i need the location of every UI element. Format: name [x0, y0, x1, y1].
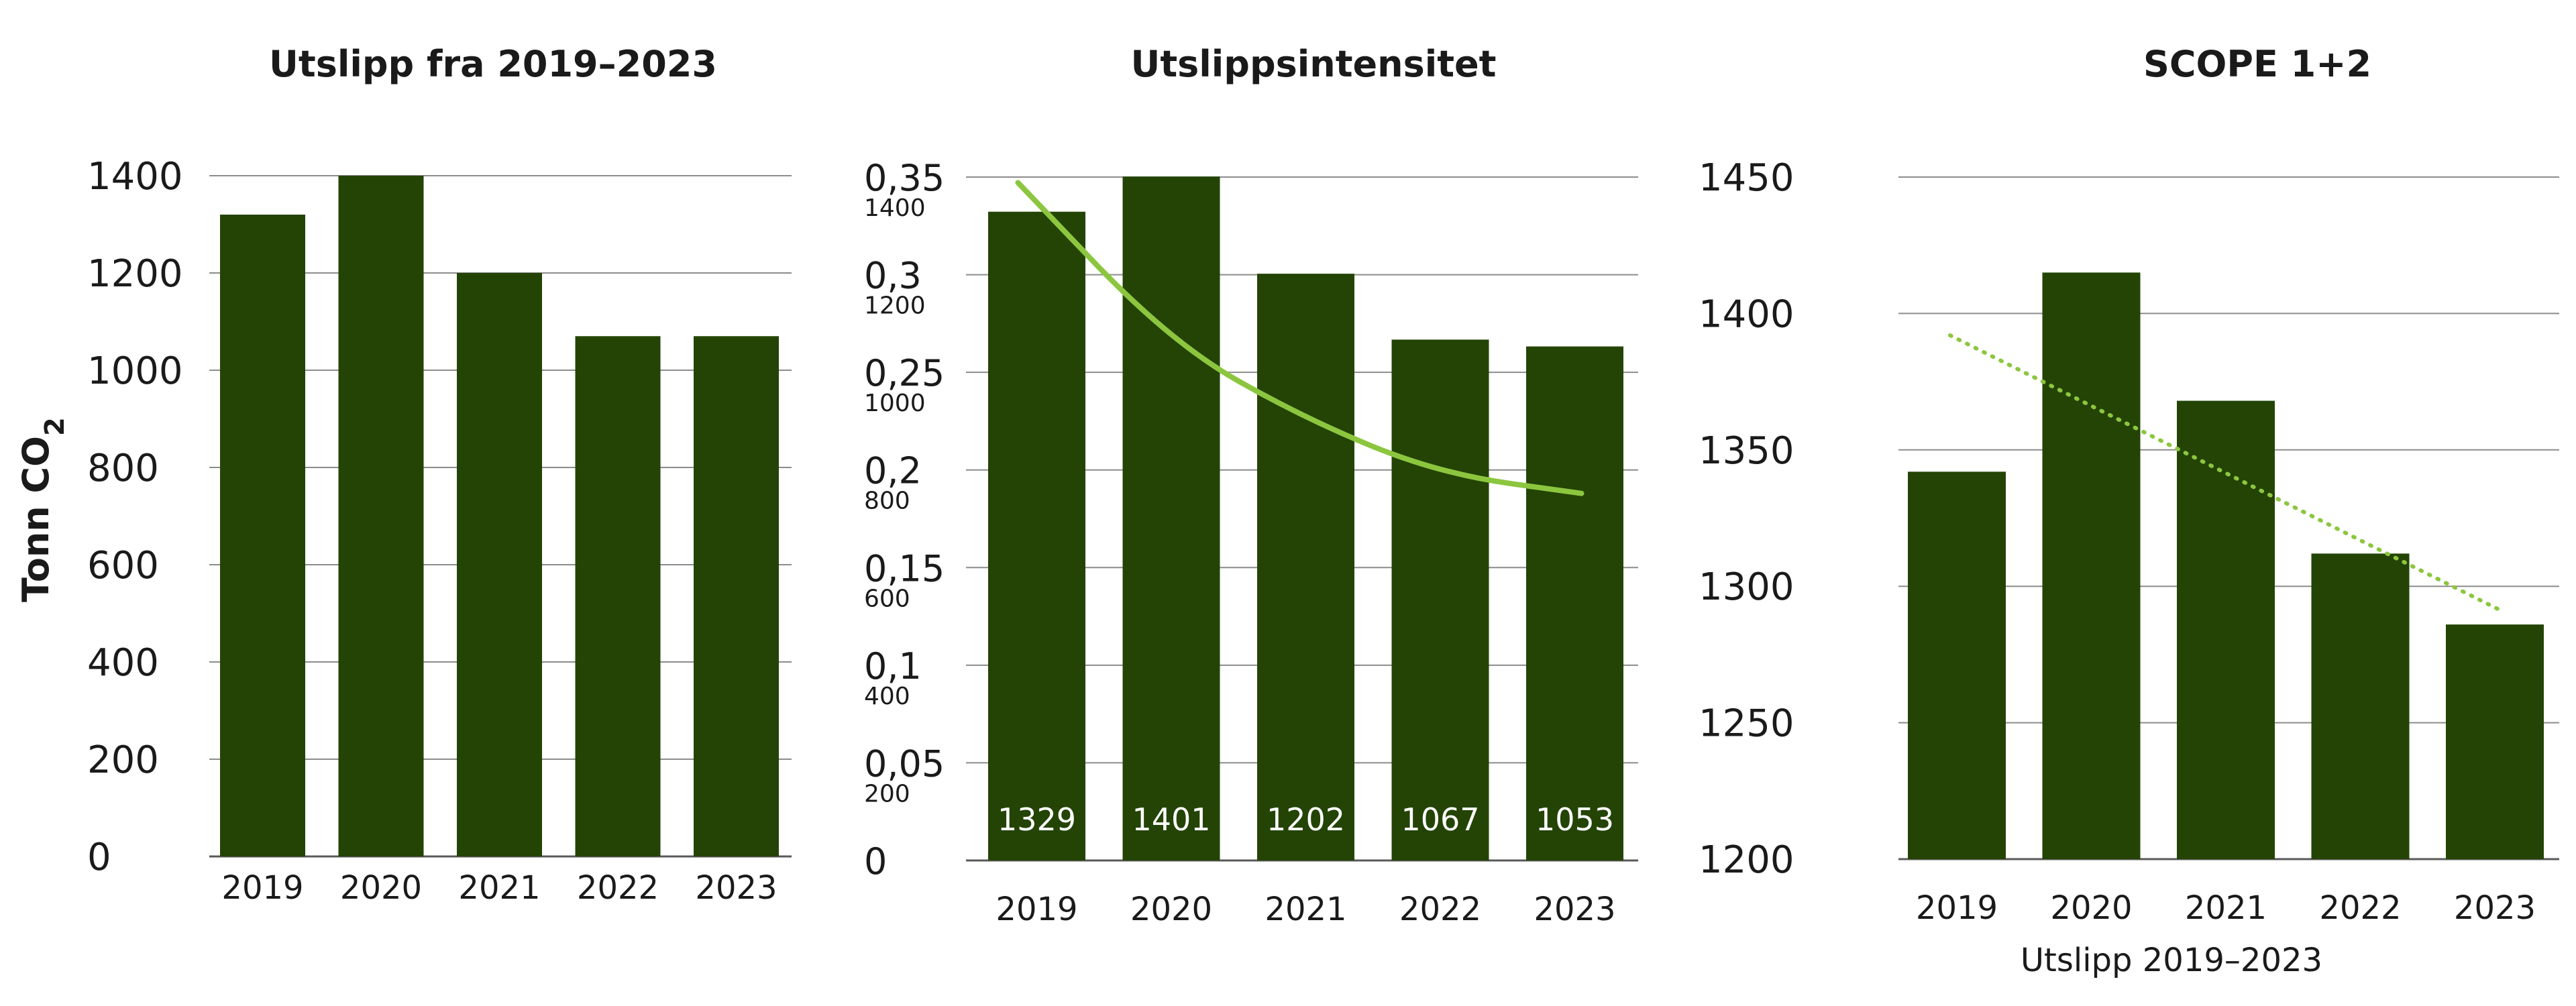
y-tick-label-primary: 0,1 [864, 645, 922, 687]
bar [1391, 339, 1489, 860]
bar [2042, 272, 2141, 859]
x-tick-label: 2022 [2319, 889, 2401, 927]
bar [457, 273, 542, 856]
bar-data-label: 1053 [1536, 801, 1614, 838]
y-tick-label: 1250 [1699, 702, 1794, 746]
y-tick-label-secondary: 800 [864, 488, 910, 515]
bar-data-label: 1202 [1267, 801, 1345, 838]
bar [2311, 553, 2410, 859]
y-tick-label: 200 [87, 738, 159, 782]
chart-title: SCOPE 1+2 [2143, 43, 2371, 85]
y-tick-label: 1350 [1699, 429, 1794, 473]
y-tick-label: 1200 [87, 252, 183, 296]
y-tick-label: 1300 [1699, 565, 1794, 609]
x-tick-label: 2022 [577, 869, 659, 907]
x-tick-label: 2019 [1916, 889, 1998, 927]
y-tick-label-primary: 0,25 [864, 352, 945, 394]
x-tick-label: 2020 [340, 869, 422, 907]
y-tick-label-secondary: 1400 [864, 194, 926, 222]
bar [575, 336, 661, 856]
chart-panel-intensity: Utslippsintensitet 0 0,05 0,1 0,15 0,2 0,25 0,3… [864, 43, 1638, 928]
y-tick-label-primary: 0,15 [864, 547, 945, 590]
trend-line-dotted [1948, 333, 2504, 613]
y-tick-label-secondary: 1000 [864, 390, 926, 417]
y-tick-label-primary: 0,05 [864, 742, 945, 785]
x-tick-label: 2021 [1265, 891, 1346, 928]
bar-data-label: 1067 [1401, 801, 1479, 838]
bar [1908, 471, 2006, 859]
y-tick-label: 600 [87, 544, 159, 588]
trend-line [1015, 180, 1585, 496]
x-tick-label: 2020 [1130, 891, 1212, 928]
y-axis-label-subscript: 2 [40, 417, 70, 436]
y-tick-label-secondary: 600 [864, 585, 910, 612]
y-tick-label: 1450 [1699, 156, 1794, 200]
x-tick-label: 2023 [695, 869, 777, 907]
chart-title: Utslipp fra 2019–2023 [269, 43, 717, 85]
bar [988, 211, 1085, 860]
x-axis-label: Utslipp 2019–2023 [2021, 942, 2322, 979]
y-tick-label-secondary: 1200 [864, 292, 926, 320]
x-tick-label: 2023 [1534, 891, 1615, 928]
x-tick-label: 2019 [996, 891, 1077, 928]
bar-data-label: 1329 [998, 801, 1076, 838]
y-tick-label-primary: 0 [864, 840, 887, 883]
bar [2446, 624, 2544, 859]
y-tick-label-primary: 0,2 [864, 450, 922, 492]
y-tick-label: 1400 [1699, 292, 1794, 336]
chart-title: Utslippsintensitet [1130, 43, 1496, 85]
bar [694, 336, 779, 856]
y-tick-label: 0 [87, 836, 111, 879]
bar [1122, 176, 1220, 860]
bar-data-label: 1401 [1132, 801, 1210, 838]
y-tick-label-primary: 0,3 [864, 255, 922, 297]
bar [1526, 346, 1623, 860]
chart-panel-emissions: Utslipp fra 2019–2023 0 200 400 600 800 1000 12… [87, 43, 792, 907]
x-tick-label: 2021 [2185, 889, 2267, 927]
x-tick-label: 2020 [2050, 889, 2132, 927]
y-tick-label: 1200 [1699, 838, 1794, 882]
bar [2177, 400, 2275, 859]
y-axis-label-main: Tonn CO [15, 436, 57, 602]
y-tick-label-secondary: 200 [864, 780, 910, 807]
y-tick-label: 800 [87, 447, 159, 490]
bar [220, 215, 305, 856]
bar [1257, 274, 1354, 860]
y-tick-label-primary: 0,35 [864, 157, 945, 199]
chart-panel-scope12: SCOPE 1+2 1200 1250 1300 1350 1400 1450 2019 202… [1699, 43, 2559, 979]
y-tick-label: 1400 [87, 155, 183, 199]
x-tick-label: 2023 [2454, 889, 2536, 927]
x-tick-label: 2021 [458, 869, 540, 907]
y-tick-label: 1000 [87, 349, 183, 393]
y-axis-label: Tonn CO2 [15, 417, 70, 602]
x-tick-label: 2019 [221, 869, 303, 907]
y-tick-label-secondary: 400 [864, 683, 910, 710]
y-tick-label: 400 [87, 641, 159, 685]
bar [338, 176, 424, 856]
x-tick-label: 2022 [1399, 891, 1481, 928]
